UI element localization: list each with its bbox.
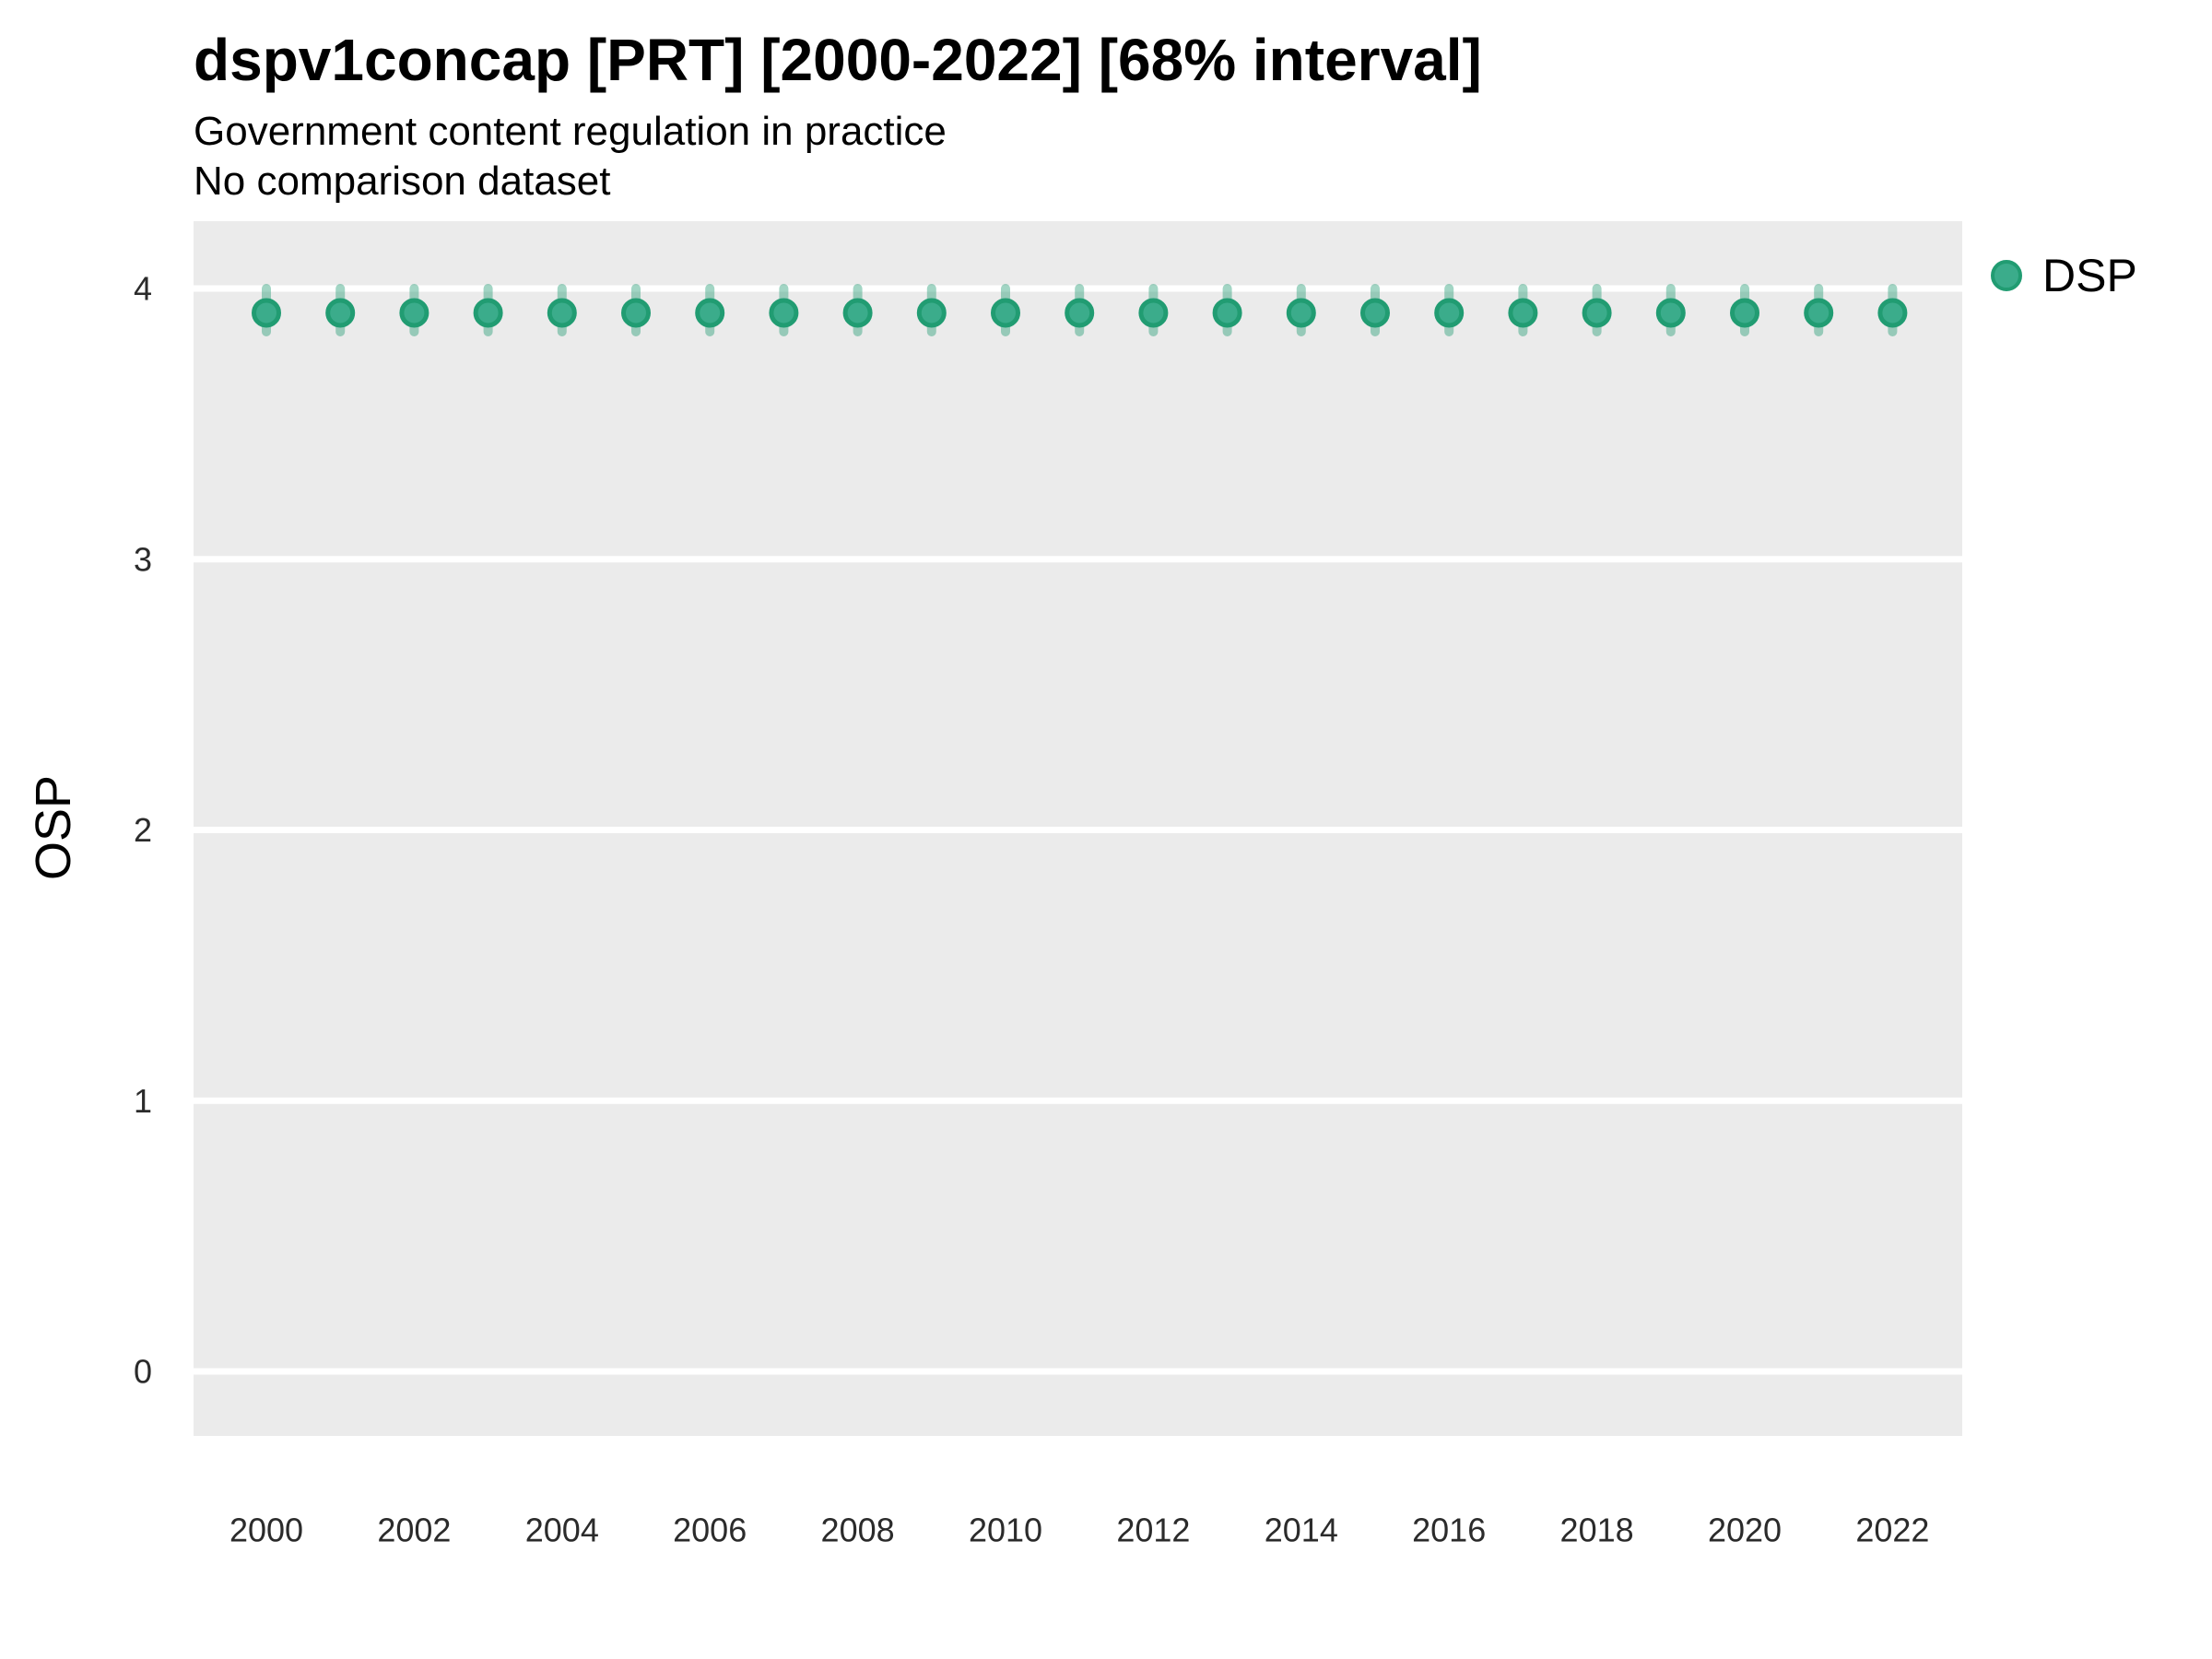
x-tick-label: 2018	[1560, 1512, 1634, 1549]
data-point	[547, 298, 577, 328]
data-point	[1877, 298, 1908, 328]
data-point	[916, 298, 947, 328]
x-tick-label: 2008	[821, 1512, 895, 1549]
x-tick-label: 2016	[1412, 1512, 1486, 1549]
x-tick-label: 2002	[377, 1512, 451, 1549]
legend-label: DSP	[2042, 250, 2137, 301]
x-tick-label: 2006	[673, 1512, 747, 1549]
x-tick-label: 2014	[1265, 1512, 1338, 1549]
x-tick-label: 2000	[229, 1512, 303, 1549]
legend-point-icon	[1991, 260, 2022, 291]
data-point	[1360, 298, 1390, 328]
data-point	[1655, 298, 1686, 328]
x-tick-label: 2004	[525, 1512, 599, 1549]
data-point	[1434, 298, 1465, 328]
chart-comparison-note: No comparison dataset	[194, 159, 611, 204]
legend: DSP	[1991, 249, 2137, 302]
data-point	[1804, 298, 1834, 328]
x-tick-label: 2022	[1855, 1512, 1929, 1549]
y-tick-label: 2	[134, 811, 152, 849]
chart-subtitle: Government content regulation in practic…	[194, 109, 947, 154]
data-point	[991, 298, 1020, 328]
data-point	[621, 298, 651, 328]
data-point	[695, 298, 725, 328]
data-point	[1582, 298, 1612, 328]
x-tick-label: 2010	[969, 1512, 1042, 1549]
data-point	[252, 298, 281, 328]
y-tick-label: 1	[134, 1082, 152, 1120]
data-point	[1730, 298, 1759, 328]
data-point	[473, 298, 503, 328]
x-tick-label: 2012	[1116, 1512, 1190, 1549]
data-point	[1508, 298, 1538, 328]
data-point	[1212, 298, 1242, 328]
y-tick-label: 0	[134, 1353, 152, 1391]
data-point	[769, 298, 799, 328]
chart-title: dspv1concap [PRT] [2000-2022] [68% inter…	[194, 27, 1482, 93]
y-tick-label: 4	[134, 270, 152, 308]
y-tick-label: 3	[134, 540, 152, 578]
data-point	[399, 298, 429, 328]
x-tick-label: 2020	[1708, 1512, 1782, 1549]
data-point	[325, 298, 356, 328]
data-point	[1286, 298, 1316, 328]
data-point	[1065, 298, 1095, 328]
data-point	[1138, 298, 1169, 328]
data-point	[842, 298, 873, 328]
